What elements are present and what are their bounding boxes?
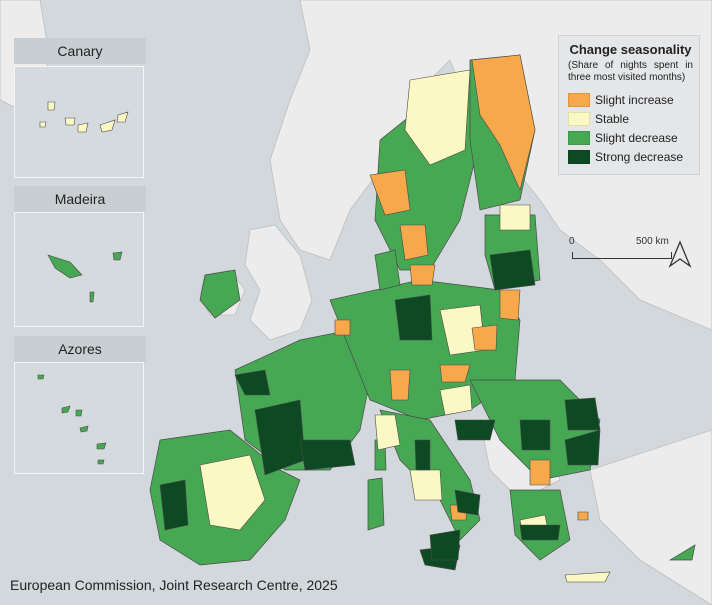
legend-item-slight-increase: Slight increase [568, 90, 693, 109]
swatch-slight-decrease [568, 130, 590, 145]
inset-title-canary: Canary [14, 38, 146, 64]
legend-label: Slight decrease [595, 130, 678, 145]
scale-end-label: 500 km [636, 236, 669, 247]
inset-canary [14, 66, 144, 178]
legend-item-stable: Stable [568, 109, 693, 128]
scale-start-label: 0 [569, 236, 575, 247]
legend-label: Strong decrease [595, 149, 684, 164]
scale-bar: 0 500 km [566, 236, 676, 266]
legend-item-slight-decrease: Slight decrease [568, 128, 693, 147]
inset-title-azores: Azores [14, 336, 146, 362]
credit-text: European Commission, Joint Research Cent… [10, 577, 338, 593]
inset-madeira [14, 212, 144, 327]
inset-title-madeira: Madeira [14, 186, 146, 212]
slight-increase-regions [334, 54, 589, 521]
inset-azores [14, 362, 144, 474]
scale-bar-line [572, 252, 672, 259]
legend-subtitle: (Share of nights spent in three most vis… [568, 60, 693, 83]
north-arrow-icon [668, 240, 692, 268]
legend-label: Slight increase [595, 92, 674, 107]
swatch-slight-increase [568, 92, 590, 107]
strong-decrease-regions [159, 249, 601, 561]
swatch-stable [568, 111, 590, 126]
legend-label: Stable [595, 111, 630, 126]
swatch-strong-decrease [568, 149, 590, 164]
legend-item-strong-decrease: Strong decrease [568, 147, 693, 166]
legend-title: Change seasonality [569, 42, 692, 57]
legend: Change seasonality (Share of nights spen… [558, 35, 700, 175]
